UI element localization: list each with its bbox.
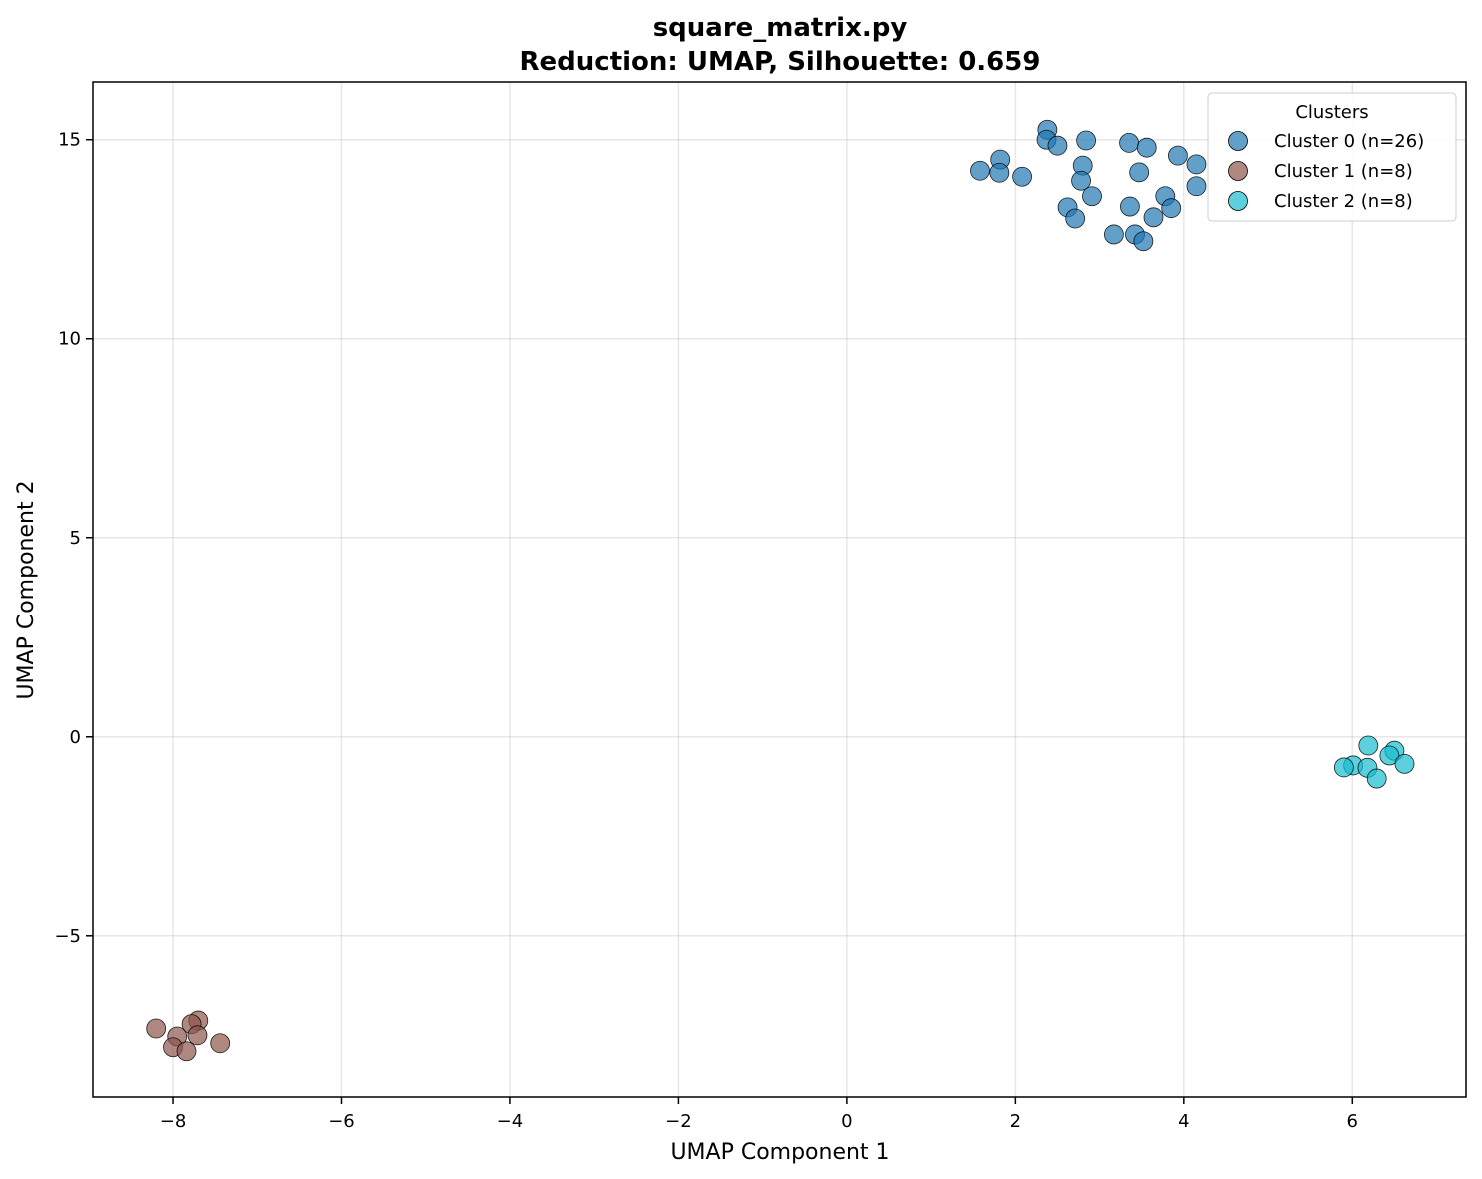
legend-label-cluster-0: Cluster 0 (n=26) [1274, 131, 1424, 152]
cluster-0-point [1168, 145, 1188, 166]
cluster-1-point [210, 1033, 231, 1054]
cluster-0-point [1047, 135, 1068, 156]
cluster-2-point [1333, 757, 1354, 778]
x-axis-label: UMAP Component 1 [670, 1140, 889, 1165]
cluster-0-point [1186, 176, 1207, 197]
cluster-0-point [989, 162, 1010, 183]
cluster-0-point [1012, 166, 1032, 187]
cluster-0-point [1120, 196, 1140, 217]
x-tick-label: −6 [328, 1111, 355, 1132]
x-tick-label: 6 [1347, 1111, 1358, 1132]
chart-subtitle: Reduction: UMAP, Silhouette: 0.659 [520, 47, 1041, 77]
y-tick-label: −5 [54, 926, 81, 947]
cluster-0-point [1143, 207, 1164, 228]
scatter-points [146, 119, 1415, 1062]
cluster-0-point [1133, 231, 1154, 252]
y-tick-label: 10 [58, 329, 81, 350]
grid-lines [93, 82, 1466, 1097]
y-axis-label: UMAP Component 2 [14, 480, 39, 699]
legend-marker-cluster-2 [1228, 191, 1248, 211]
cluster-0-point [1071, 170, 1091, 191]
x-tick-label: 0 [841, 1111, 852, 1132]
cluster-2-point [1379, 745, 1400, 766]
cluster-0-point [1076, 130, 1097, 151]
legend-label-cluster-1: Cluster 1 (n=8) [1274, 161, 1413, 182]
cluster-0-point [1104, 224, 1124, 245]
cluster-0-point [1129, 162, 1150, 183]
legend-marker-cluster-1 [1228, 161, 1248, 181]
cluster-2-point [1366, 768, 1387, 789]
cluster-1-point [176, 1041, 197, 1062]
x-tick-label: 4 [1178, 1111, 1189, 1132]
legend: Clusters Cluster 0 (n=26) Cluster 1 (n=8)… [1207, 92, 1457, 222]
chart-title: square_matrix.py [653, 13, 908, 43]
cluster-0-point [1119, 132, 1139, 153]
y-tick-label: 15 [58, 130, 81, 151]
cluster-0-point [1136, 137, 1157, 158]
legend-marker-cluster-0 [1228, 131, 1248, 151]
legend-label-cluster-2: Cluster 2 (n=8) [1274, 191, 1413, 212]
legend-box [1207, 92, 1457, 222]
x-tick-label: −8 [160, 1111, 187, 1132]
cluster-2-point [1394, 753, 1415, 774]
x-tick-label: −4 [497, 1111, 524, 1132]
plot-frame [92, 81, 1467, 1098]
cluster-0-point [1082, 186, 1102, 207]
x-tick-label: −2 [665, 1111, 692, 1132]
x-tick-label: 2 [1010, 1111, 1021, 1132]
y-tick-label: 5 [70, 528, 81, 549]
cluster-0-point [1065, 208, 1086, 229]
cluster-1-point [146, 1018, 167, 1039]
cluster-2-point [1358, 735, 1379, 756]
axis-ticks: −8 −6 −4 −2 0 2 4 6 −5 0 5 10 15 [54, 130, 1358, 1132]
y-tick-label: 0 [70, 727, 81, 748]
legend-items: Cluster 0 (n=26) Cluster 1 (n=8) Cluster 2… [1228, 131, 1424, 212]
legend-title: Clusters [1295, 102, 1368, 123]
cluster-0-point [1161, 198, 1182, 219]
cluster-0-point [1186, 154, 1207, 175]
cluster-0-point [970, 160, 990, 181]
cluster-1-point [187, 1025, 208, 1046]
